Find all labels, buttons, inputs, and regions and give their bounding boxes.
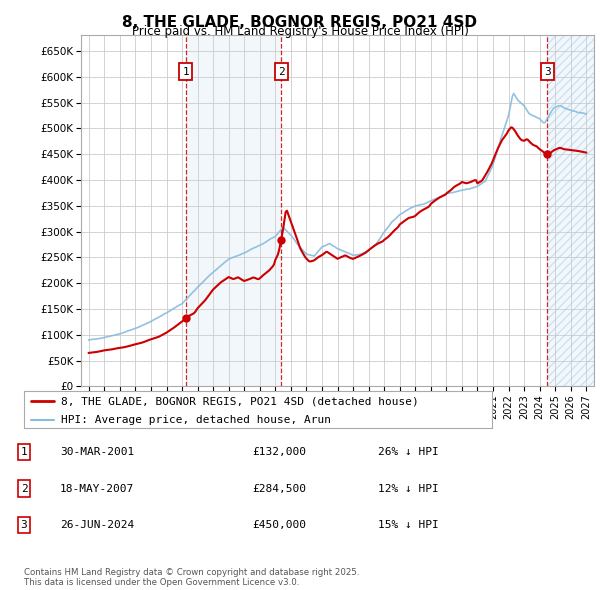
Text: Contains HM Land Registry data © Crown copyright and database right 2025.
This d: Contains HM Land Registry data © Crown c… [24,568,359,587]
Text: 18-MAY-2007: 18-MAY-2007 [60,484,134,493]
Text: 8, THE GLADE, BOGNOR REGIS, PO21 4SD (detached house): 8, THE GLADE, BOGNOR REGIS, PO21 4SD (de… [61,396,419,407]
Text: 3: 3 [544,67,551,77]
Text: 15% ↓ HPI: 15% ↓ HPI [378,520,439,530]
Text: £450,000: £450,000 [252,520,306,530]
Text: £132,000: £132,000 [252,447,306,457]
Text: 26-JUN-2024: 26-JUN-2024 [60,520,134,530]
Text: 30-MAR-2001: 30-MAR-2001 [60,447,134,457]
Text: 8, THE GLADE, BOGNOR REGIS, PO21 4SD: 8, THE GLADE, BOGNOR REGIS, PO21 4SD [122,15,478,30]
Text: 1: 1 [182,67,190,77]
Text: 3: 3 [20,520,28,530]
Bar [186,35,281,386]
Text: 2: 2 [20,484,28,493]
Text: Price paid vs. HM Land Registry's House Price Index (HPI): Price paid vs. HM Land Registry's House … [131,25,469,38]
Bar [547,35,594,386]
Bar [547,35,594,386]
Text: £284,500: £284,500 [252,484,306,493]
Text: 12% ↓ HPI: 12% ↓ HPI [378,484,439,493]
Text: 1: 1 [20,447,28,457]
Text: 2: 2 [278,67,284,77]
Text: 26% ↓ HPI: 26% ↓ HPI [378,447,439,457]
Text: HPI: Average price, detached house, Arun: HPI: Average price, detached house, Arun [61,415,331,425]
